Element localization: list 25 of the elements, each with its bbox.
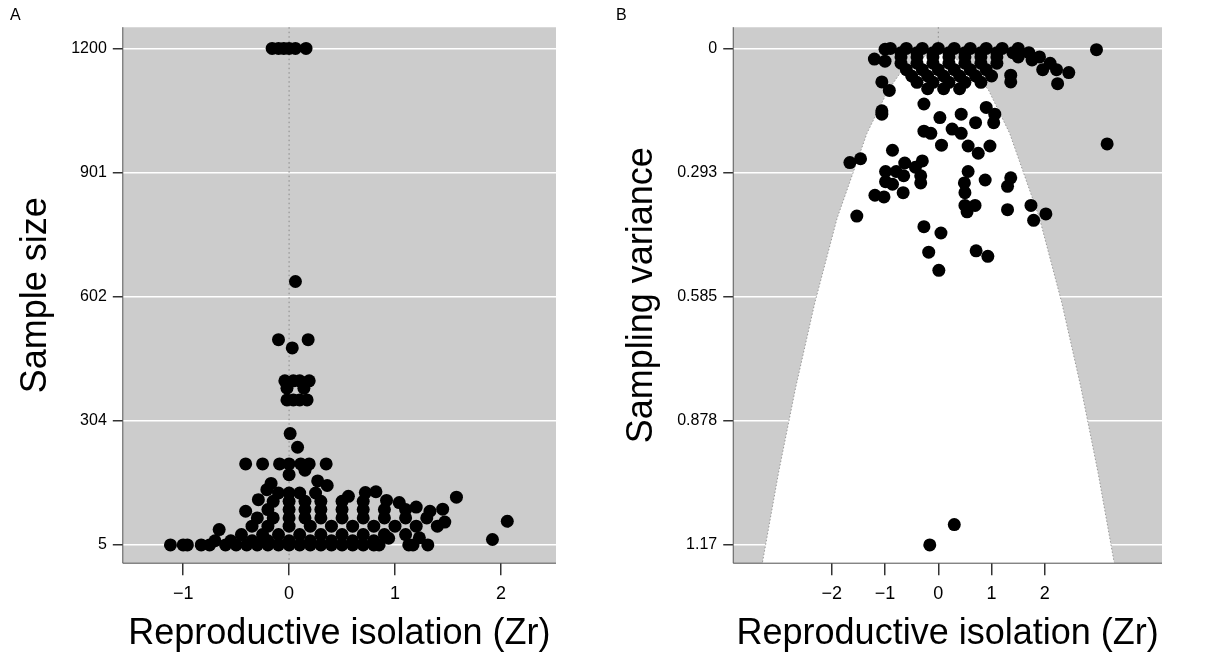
y-axis-title: Sampling variance [618, 147, 660, 444]
y-tick-label: 304 [80, 411, 107, 429]
x-tick-label: 0 [933, 582, 944, 603]
x-tick-label: 2 [495, 582, 506, 603]
x-axis-title: Reproductive isolation (Zr) [128, 611, 551, 653]
y-tick-label: 602 [80, 287, 107, 305]
y-tick-label: 0.585 [677, 287, 718, 305]
y-tick-label: 0 [708, 38, 718, 56]
y-tick-label: 0.878 [677, 411, 718, 429]
y-axis-title: Sample size [12, 197, 54, 394]
chart-title: A [10, 6, 21, 24]
y-tick-label: 901 [80, 163, 107, 181]
x-tick-label: 1 [986, 582, 997, 603]
x-tick-label: −2 [821, 582, 843, 603]
y-tick-label: 0.293 [677, 163, 718, 181]
x-tick-label: 0 [284, 582, 295, 603]
x-tick-label: 1 [390, 582, 401, 603]
x-tick-label: −1 [874, 582, 896, 603]
y-tick-label: 1200 [71, 38, 107, 56]
x-tick-label: 2 [1039, 582, 1050, 603]
y-tick-label: 5 [97, 535, 107, 553]
y-tick-label: 1.17 [686, 535, 718, 553]
x-axis-title: Reproductive isolation (Zr) [736, 611, 1159, 653]
x-tick-label: −1 [172, 582, 194, 603]
chart-title: B [616, 6, 627, 24]
